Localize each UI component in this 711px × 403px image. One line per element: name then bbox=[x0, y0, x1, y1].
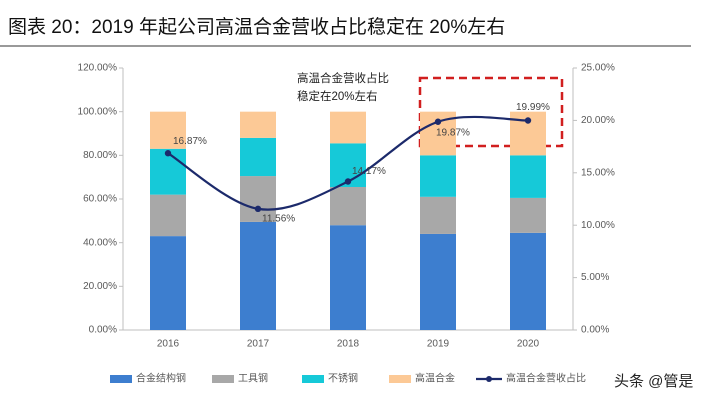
value-label: 16.87% bbox=[173, 136, 207, 147]
bar-segment bbox=[150, 236, 186, 330]
bar-segment bbox=[150, 148, 186, 195]
bar-segment bbox=[420, 155, 456, 197]
bar-segment bbox=[240, 137, 276, 177]
bar-segment bbox=[240, 176, 276, 222]
bar-segment bbox=[510, 232, 546, 330]
y-tick-label: 100.00% bbox=[78, 106, 118, 117]
highlight-box bbox=[418, 76, 564, 148]
y-tick-label: 0.00% bbox=[89, 325, 117, 336]
y-tick-label: 60.00% bbox=[83, 194, 117, 205]
legend-swatch bbox=[302, 375, 324, 383]
legend-label: 高温合金营收占比 bbox=[506, 372, 586, 385]
bar-segment bbox=[240, 221, 276, 330]
bar-segment bbox=[420, 233, 456, 330]
bar-segment bbox=[330, 186, 366, 226]
bar-segment bbox=[420, 196, 456, 234]
line-point bbox=[164, 150, 172, 157]
y-tick-label: 20.00% bbox=[83, 281, 117, 292]
x-tick-label: 2018 bbox=[337, 339, 360, 350]
bar-segment bbox=[510, 197, 546, 233]
bar-segment bbox=[510, 155, 546, 198]
bar-segment bbox=[240, 111, 276, 138]
y2-tick-label: 5.00% bbox=[581, 272, 609, 283]
bar-segment bbox=[330, 225, 366, 330]
y2-tick-label: 20.00% bbox=[581, 115, 615, 126]
legend-label: 高温合金 bbox=[415, 372, 455, 385]
y2-tick-label: 15.00% bbox=[581, 167, 615, 178]
y2-tick-label: 25.00% bbox=[581, 63, 615, 74]
y2-tick-label: 0.00% bbox=[581, 325, 609, 336]
annotation: 高温合金营收占比 bbox=[297, 71, 389, 85]
bar-segment bbox=[330, 111, 366, 144]
line-point bbox=[524, 117, 532, 124]
x-tick-label: 2019 bbox=[427, 339, 450, 350]
legend-swatch bbox=[389, 375, 411, 383]
y-tick-label: 80.00% bbox=[83, 150, 117, 161]
legend-swatch bbox=[110, 375, 132, 383]
watermark: 头条 @管是 bbox=[614, 373, 693, 390]
legend-swatch bbox=[212, 375, 234, 383]
annotation: 稳定在20%左右 bbox=[297, 89, 378, 103]
legend-swatch bbox=[486, 376, 492, 382]
legend-label: 不锈钢 bbox=[328, 372, 358, 385]
legend-label: 合金结构钢 bbox=[136, 372, 186, 385]
value-label: 11.56% bbox=[262, 213, 295, 224]
x-tick-label: 2017 bbox=[247, 339, 270, 350]
x-tick-label: 2020 bbox=[517, 339, 540, 350]
y-tick-label: 40.00% bbox=[83, 237, 117, 248]
y2-tick-label: 10.00% bbox=[581, 220, 615, 231]
legend-label: 工具钢 bbox=[238, 372, 268, 385]
value-label: 19.87% bbox=[436, 127, 470, 138]
x-tick-label: 2016 bbox=[157, 339, 180, 350]
line-point bbox=[434, 118, 442, 125]
value-label: 19.99% bbox=[516, 102, 550, 113]
y-tick-label: 120.00% bbox=[78, 63, 118, 74]
bar-segment bbox=[150, 111, 186, 149]
chart-title: 图表 20：2019 年起公司高温合金营收占比稳定在 20%左右 bbox=[8, 16, 505, 38]
value-label: 14.17% bbox=[352, 166, 386, 177]
bar-segment bbox=[150, 194, 186, 237]
line-point bbox=[344, 178, 352, 185]
line-point bbox=[254, 205, 262, 213]
